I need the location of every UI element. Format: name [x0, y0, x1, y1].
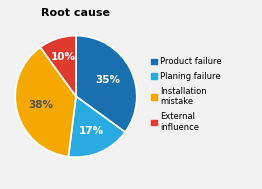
Text: 38%: 38% — [28, 101, 53, 110]
Text: 17%: 17% — [78, 126, 103, 136]
Wedge shape — [40, 36, 76, 96]
Text: 10%: 10% — [51, 52, 76, 62]
Title: Root cause: Root cause — [41, 8, 111, 18]
Text: 35%: 35% — [95, 75, 120, 85]
Wedge shape — [15, 47, 76, 157]
Wedge shape — [76, 36, 137, 132]
Legend: Product failure, Planing failure, Installation
mistake, External
influence: Product failure, Planing failure, Instal… — [151, 57, 222, 132]
Wedge shape — [68, 96, 125, 157]
